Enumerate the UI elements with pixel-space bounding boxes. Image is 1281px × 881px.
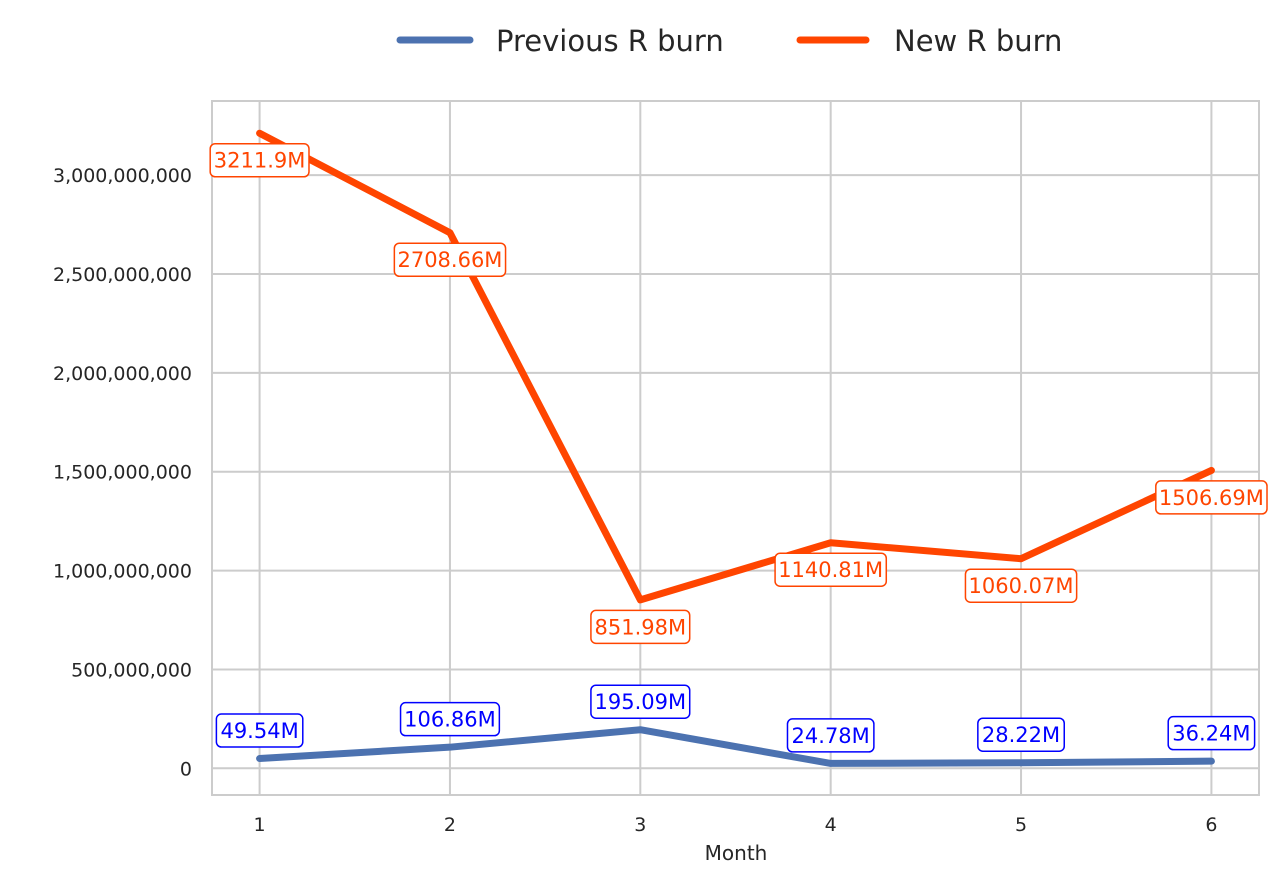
- data-label-box: [1167, 715, 1256, 751]
- data-point: [639, 598, 642, 601]
- data-label-box: [393, 242, 507, 277]
- data-label-text: 195.09M: [595, 690, 687, 714]
- y-tick-label: 2,000,000,000: [53, 363, 192, 385]
- data-label-box: [1155, 480, 1268, 515]
- x-tick-label: 3: [634, 814, 646, 836]
- data-label-box: [964, 568, 1078, 603]
- data-label: 1060.07M: [964, 568, 1078, 603]
- data-label: 1506.69M: [1155, 480, 1268, 515]
- data-label-text: 851.98M: [595, 615, 687, 639]
- data-point: [829, 541, 832, 544]
- data-labels: 49.54M 106.86M 195.09M 24.78M 28.22M 36.24M 32…: [209, 142, 1268, 753]
- legend-label-new-r-burn: New R burn: [894, 24, 1062, 58]
- series-layer: [256, 129, 1215, 767]
- data-label: 851.98M: [590, 609, 691, 645]
- data-label: 36.24M: [1167, 715, 1256, 751]
- data-label-text: 49.54M: [220, 719, 298, 743]
- data-label-box: [399, 701, 501, 737]
- y-tick-label: 500,000,000: [71, 659, 192, 681]
- data-label: 1140.81M: [774, 552, 888, 587]
- data-label-box: [977, 717, 1065, 752]
- x-tick-label: 1: [254, 814, 266, 836]
- data-label: 2708.66M: [393, 242, 507, 277]
- data-point: [1210, 469, 1213, 472]
- data-point: [258, 132, 261, 135]
- data-label-text: 1060.07M: [969, 574, 1074, 598]
- data-label-box: [590, 684, 691, 719]
- grid-layer: [212, 101, 1259, 795]
- data-point: [448, 746, 451, 749]
- data-point: [639, 728, 642, 731]
- y-tick-label: 1,000,000,000: [53, 561, 192, 583]
- data-label-text: 1140.81M: [778, 558, 883, 582]
- data-label-box: [786, 718, 875, 753]
- data-label-text: 106.86M: [404, 708, 496, 732]
- series-line-previous-r-burn: [256, 726, 1215, 767]
- data-label-box: [774, 552, 888, 587]
- data-label-text: 36.24M: [1172, 722, 1250, 746]
- x-tick-label: 2: [444, 814, 456, 836]
- data-label-box: [209, 142, 310, 178]
- legend-label-previous-r-burn: Previous R burn: [496, 24, 724, 58]
- x-tick-label: 6: [1205, 814, 1217, 836]
- data-label-text: 2708.66M: [397, 248, 502, 272]
- data-label-text: 1506.69M: [1159, 486, 1264, 510]
- data-label: 24.78M: [786, 718, 875, 753]
- data-point: [1210, 760, 1213, 763]
- data-point: [829, 762, 832, 765]
- x-axis-title: Month: [705, 841, 768, 865]
- data-point: [1020, 761, 1023, 764]
- data-label-box: [590, 609, 691, 645]
- data-label-text: 24.78M: [792, 724, 870, 748]
- data-label-text: 3211.9M: [214, 149, 306, 173]
- y-tick-label: 2,500,000,000: [53, 264, 192, 286]
- x-tick-label: 4: [825, 814, 837, 836]
- data-point: [448, 231, 451, 234]
- y-tick-label: 3,000,000,000: [53, 165, 192, 187]
- data-label: 49.54M: [215, 713, 304, 748]
- plot-frame: [211, 100, 1260, 796]
- y-tick-labels: 0 500,000,000 1,000,000,000 1,500,000,000 2,…: [53, 165, 192, 780]
- data-label-box: [215, 713, 304, 748]
- y-tick-label: 1,500,000,000: [53, 462, 192, 484]
- data-label: 28.22M: [977, 717, 1065, 752]
- data-label-text: 28.22M: [982, 723, 1060, 747]
- data-label: 106.86M: [399, 701, 501, 737]
- data-point: [258, 757, 261, 760]
- x-tick-labels: 1 2 3 4 5 6: [254, 814, 1218, 836]
- data-point: [1020, 557, 1023, 560]
- x-tick-label: 5: [1015, 814, 1027, 836]
- data-label: 3211.9M: [209, 142, 310, 178]
- series-line-new-r-burn: [256, 129, 1215, 604]
- data-label: 195.09M: [590, 684, 691, 719]
- y-tick-label: 0: [180, 758, 192, 780]
- legend: Previous R burn New R burn: [396, 24, 1062, 58]
